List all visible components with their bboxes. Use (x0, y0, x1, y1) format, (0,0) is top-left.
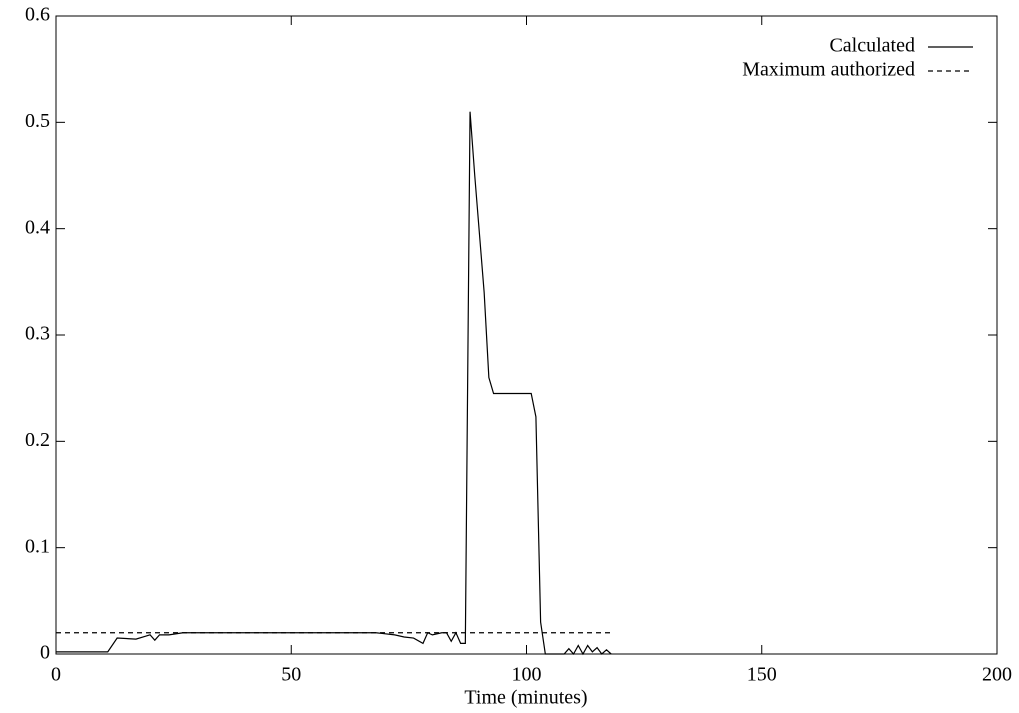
y-tick-label: 0.2 (25, 429, 50, 451)
y-tick-label: 0.5 (25, 110, 50, 132)
y-tick-label: 0.3 (25, 323, 50, 345)
y-tick-label: 0.4 (25, 216, 50, 238)
y-tick-label: 0.6 (25, 4, 50, 26)
x-tick-label: 100 (512, 664, 542, 686)
series-line (56, 111, 612, 656)
plot-frame (55, 15, 998, 655)
legend-label: Maximum authorized (742, 59, 915, 81)
x-tick-label: 150 (747, 664, 777, 686)
y-tick-label: 0.1 (25, 535, 50, 557)
legend-label: Calculated (829, 35, 915, 57)
x-tick-label: 200 (982, 664, 1012, 686)
x-tick-label: 0 (51, 664, 61, 686)
y-tick-label: 0 (40, 642, 50, 664)
x-tick-label: 50 (281, 664, 301, 686)
x-axis-label: Time (minutes) (464, 687, 587, 709)
